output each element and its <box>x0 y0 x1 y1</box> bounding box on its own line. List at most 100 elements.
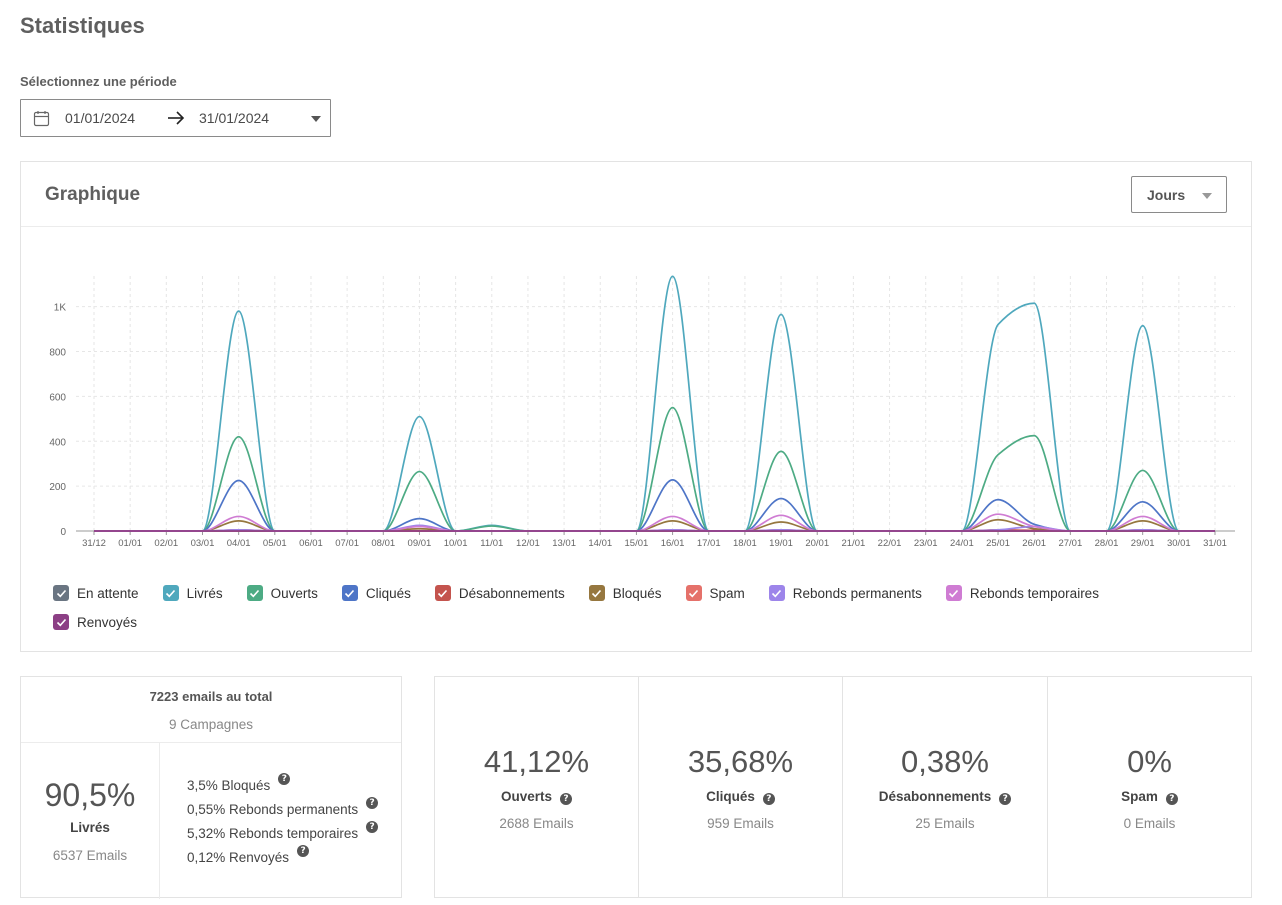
legend-label: Ouverts <box>270 585 318 601</box>
x-tick-label: 04/01 <box>227 538 251 549</box>
stat-card-spam: 0% Spam? 0 Emails <box>1047 676 1252 898</box>
stat-count: 25 Emails <box>915 816 975 831</box>
stat-value: 0,38% <box>901 744 989 779</box>
legend-item[interactable]: Cliqués <box>341 584 411 602</box>
x-tick-label: 01/01 <box>118 538 142 549</box>
date-start[interactable]: 01/01/2024 <box>65 110 136 126</box>
x-tick-label: 31/12 <box>82 538 106 549</box>
line-chart: 0 200 400 600 800 1K 31/12 01/01 02/01 03/01 04/01… <box>49 275 1235 549</box>
legend-item[interactable]: Spam <box>685 584 745 602</box>
date-range-picker[interactable]: 01/01/2024 31/01/2024 <box>20 99 331 137</box>
legend-item[interactable]: Désabonnements <box>434 584 565 602</box>
x-tick-label: 06/01 <box>299 538 323 549</box>
help-icon[interactable]: ? <box>999 793 1012 805</box>
y-tick-label: 200 <box>49 482 66 493</box>
x-tick-label: 15/01 <box>625 538 649 549</box>
legend-item[interactable]: Rebonds temporaires <box>945 584 1099 602</box>
legend-label: En attente <box>77 585 139 601</box>
stat-label: Spam? <box>1048 789 1251 805</box>
breakdown-row: 0,55% Rebonds permanents? <box>187 797 379 826</box>
y-tick-label: 600 <box>49 392 66 403</box>
chart-title: Graphique <box>45 184 141 205</box>
calendar-icon <box>33 111 50 127</box>
checkbox-checked-icon[interactable] <box>246 585 263 601</box>
breakdown-text: 0,12% Renvoyés <box>187 850 290 865</box>
breakdown-text: 0,55% Rebonds permanents <box>187 802 359 817</box>
legend-item[interactable]: Bloqués <box>588 584 662 602</box>
checkbox-checked-icon[interactable] <box>588 585 605 601</box>
legend-item[interactable]: Rebonds permanents <box>768 584 922 602</box>
stat-card-opens: 41,12% Ouverts? 2688 Emails <box>434 676 639 898</box>
caret-down-icon[interactable] <box>311 116 321 122</box>
stat-count: 959 Emails <box>707 816 774 831</box>
legend-label: Renvoyés <box>77 614 138 630</box>
caret-down-icon <box>1202 193 1212 199</box>
breakdown-row: 0,12% Renvoyés? <box>187 845 378 874</box>
checkbox-checked-icon[interactable] <box>768 585 785 601</box>
stat-count: 0 Emails <box>1123 816 1176 831</box>
x-tick-label: 28/01 <box>1095 538 1119 549</box>
stat-value: 41,12% <box>483 744 590 779</box>
total-card: 7223 emails au total 9 Campagnes 90,5% L… <box>20 676 402 899</box>
stat-label: Cliqués? <box>639 789 842 805</box>
help-icon[interactable]: ? <box>1165 793 1178 805</box>
breakdown-text: 5,32% Rebonds temporaires <box>187 826 359 841</box>
chart-header: Graphique Jours <box>21 162 1251 227</box>
help-icon[interactable]: ? <box>297 845 310 857</box>
checkbox-checked-icon[interactable] <box>53 585 69 601</box>
x-tick-label: 25/01 <box>986 538 1010 549</box>
chart-card: Graphique Jours 0 200 400 600 800 1K 31/12 01/0… <box>20 161 1252 652</box>
stat-value: 0% <box>1127 744 1172 779</box>
checkbox-checked-icon[interactable] <box>434 585 451 601</box>
x-tick-label: 19/01 <box>769 538 793 549</box>
y-tick-label: 800 <box>49 348 66 359</box>
checkbox-checked-icon[interactable] <box>341 585 358 601</box>
x-tick-label: 30/01 <box>1167 538 1191 549</box>
period-label: Sélectionnez une période <box>20 74 177 89</box>
breakdown-row: 3,5% Bloqués? <box>187 773 378 802</box>
x-tick-label: 05/01 <box>263 538 287 549</box>
x-tick-label: 07/01 <box>335 538 359 549</box>
legend-label: Cliqués <box>365 585 411 601</box>
legend-item[interactable]: Renvoyés <box>53 613 137 631</box>
x-tick-label: 08/01 <box>371 538 395 549</box>
campaign-count: 9 Campagnes <box>168 717 254 732</box>
help-icon[interactable]: ? <box>560 793 573 805</box>
divider <box>21 742 401 743</box>
y-tick-label: 400 <box>49 437 66 448</box>
help-icon[interactable]: ? <box>366 821 379 833</box>
x-tick-label: 24/01 <box>950 538 974 549</box>
date-end[interactable]: 31/01/2024 <box>199 110 270 126</box>
legend-item[interactable]: En attente <box>53 584 139 602</box>
x-tick-label: 11/01 <box>480 538 503 549</box>
help-icon[interactable]: ? <box>278 773 291 785</box>
x-tick-label: 10/01 <box>444 538 468 549</box>
legend-item[interactable]: Ouverts <box>246 584 318 602</box>
series-line <box>94 275 1215 532</box>
checkbox-checked-icon[interactable] <box>53 614 69 630</box>
x-tick-label: 12/01 <box>516 538 540 549</box>
delivered-count: 6537 Emails <box>52 848 128 863</box>
help-icon[interactable]: ? <box>366 797 379 809</box>
x-tick-label: 21/01 <box>841 538 865 549</box>
x-tick-label: 02/01 <box>154 538 178 549</box>
granularity-select[interactable]: Jours <box>1131 176 1227 213</box>
legend-item[interactable]: Livrés <box>162 584 223 602</box>
granularity-label: Jours <box>1147 187 1186 203</box>
x-tick-label: 20/01 <box>805 538 829 549</box>
checkbox-checked-icon[interactable] <box>162 585 179 601</box>
stat-value: 35,68% <box>687 744 794 779</box>
stat-label: Ouverts? <box>435 789 638 805</box>
x-tick-label: 16/01 <box>661 538 685 549</box>
checkbox-checked-icon[interactable] <box>945 585 962 601</box>
y-tick-label: 1K <box>54 303 67 314</box>
breakdown-row: 5,32% Rebonds temporaires? <box>187 821 379 850</box>
delivered-percentage: 90,5% <box>44 777 136 813</box>
x-tick-label: 09/01 <box>408 538 432 549</box>
x-tick-label: 17/01 <box>697 538 721 549</box>
checkbox-checked-icon[interactable] <box>685 585 702 601</box>
chart-legend: En attente Livrés Ouverts Cliqués Désabonnem… <box>53 584 1213 631</box>
breakdown-text: 3,5% Bloqués <box>187 778 271 793</box>
help-icon[interactable]: ? <box>762 793 775 805</box>
x-tick-label: 23/01 <box>914 538 938 549</box>
